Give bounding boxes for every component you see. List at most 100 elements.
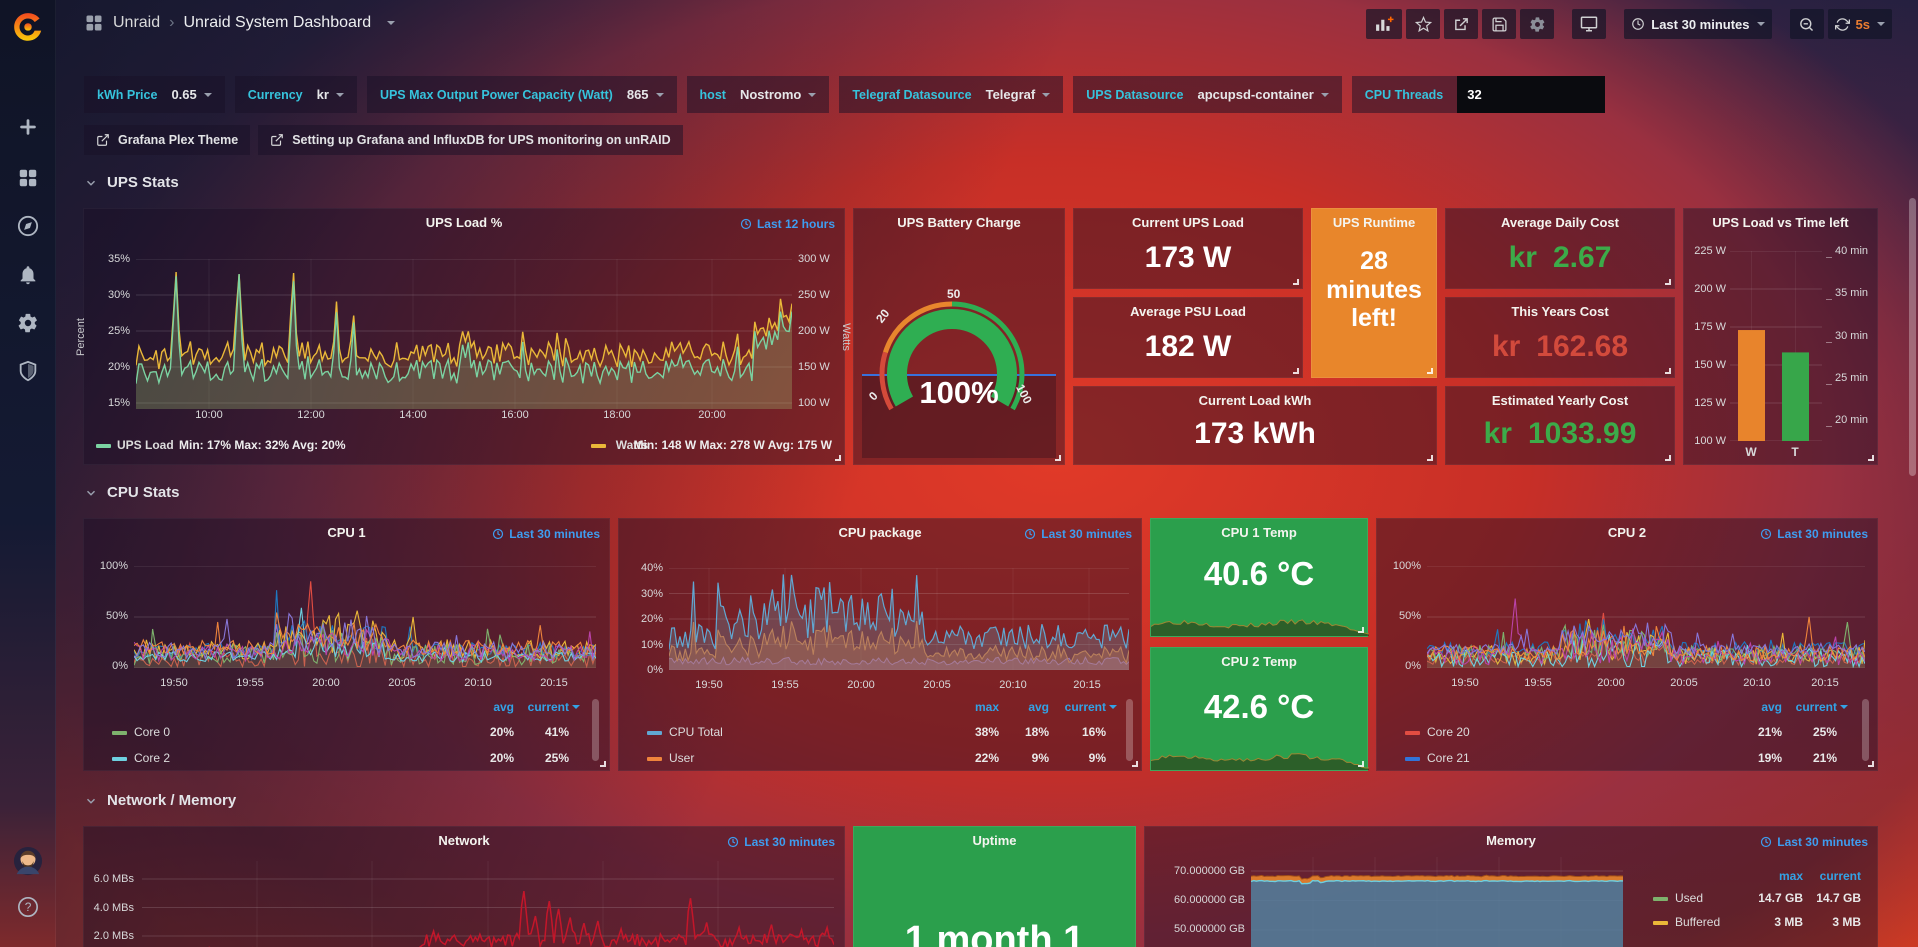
panel-title[interactable]: UPS Battery Charge <box>897 215 1021 230</box>
resize-handle[interactable] <box>600 761 606 767</box>
explore-compass-icon[interactable] <box>14 212 42 240</box>
refresh-interval-label[interactable]: 5s <box>1855 16 1870 32</box>
section-network-memory[interactable]: Network / Memory <box>84 792 236 809</box>
panel-title[interactable]: Memory <box>1486 833 1536 848</box>
legend-scrollbar[interactable] <box>592 699 599 761</box>
save-button[interactable] <box>1482 9 1517 39</box>
variable-kwh-price[interactable]: kWh Price 0.65 <box>84 76 225 113</box>
legend-column-current[interactable]: current <box>527 700 569 714</box>
dashboard-title[interactable]: Unraid System Dashboard <box>183 14 372 31</box>
chevron-down-icon[interactable] <box>1877 22 1885 26</box>
legend-item[interactable]: User <box>669 751 695 765</box>
panel-title[interactable]: CPU package <box>838 525 922 540</box>
panel-title[interactable]: CPU 2 Temp <box>1221 654 1297 669</box>
legend-scrollbar[interactable] <box>1862 699 1869 761</box>
resize-handle[interactable] <box>1358 761 1364 767</box>
panel-title[interactable]: CPU 2 <box>1607 525 1647 540</box>
variable-ups-datasource[interactable]: UPS Datasource apcupsd-container <box>1073 76 1342 113</box>
page-scrollbar[interactable] <box>1909 198 1916 476</box>
alerting-bell-icon[interactable] <box>14 261 42 289</box>
ups-bar-chart[interactable] <box>1730 251 1822 441</box>
zoom-out-button[interactable] <box>1789 9 1824 39</box>
legend-column-avg[interactable]: avg <box>1761 700 1782 714</box>
cpu2-chart[interactable] <box>1427 566 1865 668</box>
resize-handle[interactable] <box>1427 368 1433 374</box>
panel-title[interactable]: Network <box>438 833 490 848</box>
panel-title[interactable]: UPS Load vs Time left <box>1712 215 1849 230</box>
legend-item[interactable]: Core 20 <box>1427 725 1470 739</box>
star-button[interactable] <box>1406 9 1441 39</box>
dashboard-grid-icon[interactable] <box>84 13 104 33</box>
panel-title[interactable]: UPS Load % <box>425 215 503 230</box>
battery-gauge[interactable] <box>854 209 1066 466</box>
variable-ups-max-watt[interactable]: UPS Max Output Power Capacity (Watt) 865 <box>366 76 677 113</box>
legend-column-avg[interactable]: avg <box>1028 700 1049 714</box>
legend-column-current[interactable]: current <box>1795 700 1837 714</box>
resize-handle[interactable] <box>835 455 841 461</box>
resize-handle[interactable] <box>1665 455 1671 461</box>
resize-handle[interactable] <box>1055 455 1061 461</box>
variable-currency[interactable]: Currency kr <box>234 76 357 113</box>
legend-column-current[interactable]: current <box>1819 869 1861 883</box>
add-panel-button[interactable] <box>1366 9 1403 39</box>
tv-mode-button[interactable] <box>1572 9 1607 39</box>
ups-load-chart[interactable] <box>136 259 792 409</box>
panel-title[interactable]: CPU 1 Temp <box>1221 525 1297 540</box>
resize-handle[interactable] <box>1665 279 1671 285</box>
grafana-logo-icon[interactable] <box>10 10 46 46</box>
legend-item[interactable]: Watts <box>615 438 648 452</box>
panel-title[interactable]: Current UPS Load <box>1132 215 1244 230</box>
resize-handle[interactable] <box>1868 761 1874 767</box>
resize-handle[interactable] <box>1293 368 1299 374</box>
link-grafana-plex-theme[interactable]: Grafana Plex Theme <box>84 125 251 155</box>
cpu1-chart[interactable] <box>134 566 596 668</box>
legend-item[interactable]: Core 2 <box>134 751 171 765</box>
cpu-threads-input[interactable] <box>1457 76 1606 113</box>
panel-title[interactable]: Uptime <box>972 833 1017 848</box>
memory-chart[interactable] <box>1251 857 1623 947</box>
link-ups-monitoring-guide[interactable]: Setting up Grafana and InfluxDB for UPS … <box>258 125 683 155</box>
variable-host[interactable]: host Nostromo <box>686 76 830 113</box>
legend-column-avg[interactable]: avg <box>493 700 514 714</box>
legend-column-current[interactable]: current <box>1064 700 1106 714</box>
legend-item[interactable]: Core 0 <box>134 725 171 739</box>
section-cpu-stats[interactable]: CPU Stats <box>84 484 180 501</box>
configuration-gear-icon[interactable] <box>14 309 42 337</box>
breadcrumb-app[interactable]: Unraid <box>113 14 161 31</box>
legend-item[interactable]: CPU Total <box>669 725 723 739</box>
settings-gear-icon[interactable] <box>1520 9 1555 39</box>
create-plus-icon[interactable] <box>14 113 42 141</box>
help-icon[interactable]: ? <box>14 893 42 921</box>
resize-handle[interactable] <box>1358 627 1364 633</box>
resize-handle[interactable] <box>1132 761 1138 767</box>
network-chart[interactable] <box>142 861 834 947</box>
legend-scrollbar[interactable] <box>1126 699 1133 761</box>
panel-title[interactable]: This Years Cost <box>1511 304 1609 319</box>
resize-handle[interactable] <box>1868 455 1874 461</box>
section-ups-stats[interactable]: UPS Stats <box>84 174 179 191</box>
resize-handle[interactable] <box>1293 279 1299 285</box>
chevron-down-icon[interactable] <box>387 21 396 25</box>
variable-telegraf-datasource[interactable]: Telegraf Datasource Telegraf <box>839 76 1064 113</box>
legend-item[interactable]: Buffered <box>1675 915 1721 929</box>
resize-handle[interactable] <box>1665 368 1671 374</box>
legend-column-max[interactable]: max <box>1778 869 1803 883</box>
panel-title[interactable]: CPU 1 <box>327 525 366 540</box>
panel-title[interactable]: Estimated Yearly Cost <box>1491 393 1629 408</box>
panel-title[interactable]: Average Daily Cost <box>1500 215 1619 230</box>
resize-handle[interactable] <box>1427 455 1433 461</box>
panel-title[interactable]: UPS Runtime <box>1332 215 1416 230</box>
cpu-package-chart[interactable] <box>669 568 1129 670</box>
legend-item[interactable]: UPS Load <box>117 438 174 452</box>
user-avatar[interactable] <box>12 845 44 877</box>
panel-title[interactable]: Current Load kWh <box>1198 393 1312 408</box>
share-button[interactable] <box>1444 9 1479 39</box>
panel-title[interactable]: Average PSU Load <box>1130 304 1246 319</box>
dashboards-icon[interactable] <box>14 164 42 192</box>
legend-item[interactable]: Used <box>1675 891 1704 905</box>
legend-column-max[interactable]: max <box>974 700 999 714</box>
time-range-picker[interactable]: Last 30 minutes <box>1624 9 1772 39</box>
legend-item[interactable]: Core 21 <box>1427 751 1470 765</box>
server-admin-shield-icon[interactable] <box>14 357 42 385</box>
refresh-button[interactable]: 5s <box>1827 9 1892 39</box>
